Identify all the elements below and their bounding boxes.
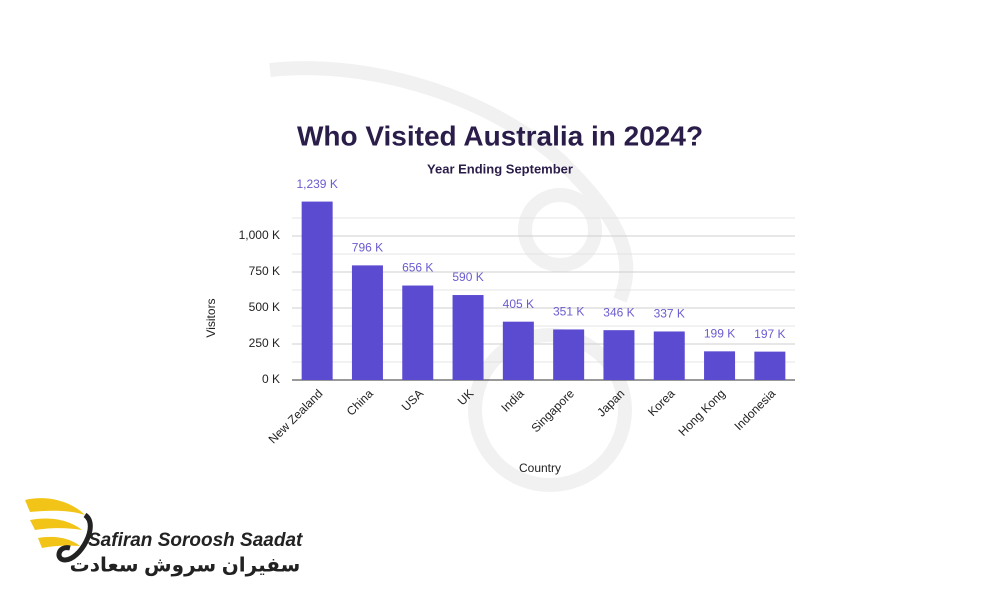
x-tick-label: New Zealand <box>266 386 326 446</box>
y-tick-label: 0 K <box>262 372 280 386</box>
bar <box>653 331 685 380</box>
x-tick-label: India <box>498 386 527 415</box>
chart-subtitle: Year Ending September <box>427 161 573 176</box>
watermark <box>269 61 634 492</box>
value-label: 346 K <box>603 305 634 319</box>
y-tick-label: 500 K <box>249 300 280 314</box>
logo-name-persian: سفیران سروش سعادت <box>70 554 301 576</box>
bar <box>502 321 534 380</box>
bar <box>301 201 333 380</box>
value-label: 796 K <box>352 241 383 255</box>
y-tick-label: 250 K <box>249 336 280 350</box>
x-axis-title: Country <box>519 461 561 475</box>
y-tick-label: 1,000 K <box>239 228 280 242</box>
chart-title: Who Visited Australia in 2024? <box>297 120 703 151</box>
bar <box>351 265 383 380</box>
x-tick-label: Singapore <box>528 386 577 435</box>
y-tick-label: 750 K <box>249 264 280 278</box>
y-axis-title: Visitors <box>204 298 218 337</box>
bar <box>603 330 635 380</box>
value-label: 1,239 K <box>296 177 337 191</box>
bar <box>754 351 786 380</box>
bar <box>553 329 585 380</box>
value-label: 351 K <box>553 305 584 319</box>
logo: Safiran Soroosh Saadat سفیران سروش سعادت <box>25 498 303 576</box>
bar <box>704 351 736 380</box>
value-label: 197 K <box>754 327 785 341</box>
x-tick-label: Hong Kong <box>676 386 728 438</box>
value-label: 199 K <box>704 327 735 341</box>
value-label: 337 K <box>654 307 685 321</box>
value-label: 405 K <box>503 297 534 311</box>
x-tick-label: Indonesia <box>732 386 779 433</box>
value-label: 656 K <box>402 261 433 275</box>
logo-name: Safiran Soroosh Saadat <box>88 530 303 551</box>
x-tick-label: USA <box>399 386 426 413</box>
x-tick-label: Korea <box>645 386 678 419</box>
bar <box>402 285 434 380</box>
value-label: 590 K <box>452 270 483 284</box>
x-tick-label: China <box>344 386 376 418</box>
bar <box>452 295 484 380</box>
